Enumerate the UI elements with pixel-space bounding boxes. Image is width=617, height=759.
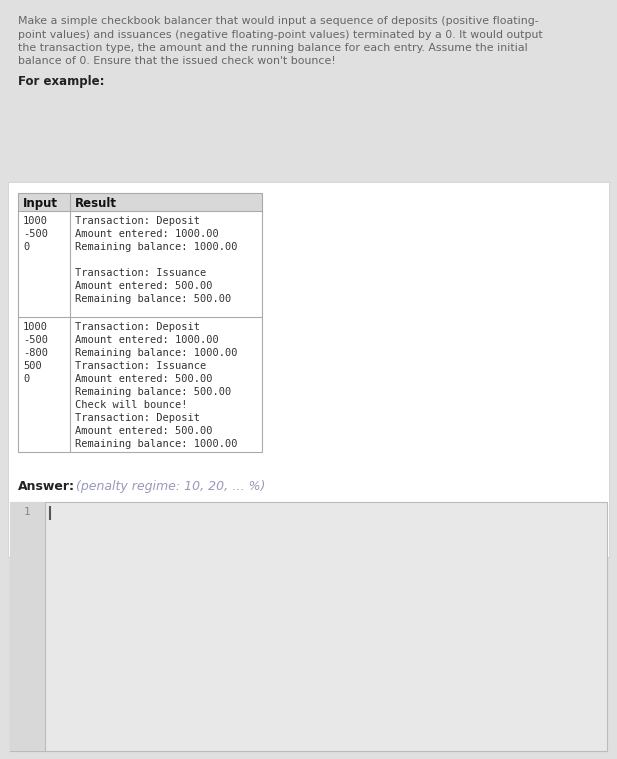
FancyBboxPatch shape (8, 182, 609, 557)
Text: Amount entered: 1000.00: Amount entered: 1000.00 (75, 335, 219, 345)
Text: -500: -500 (23, 335, 48, 345)
Text: 1000: 1000 (23, 322, 48, 332)
Text: Transaction: Deposit: Transaction: Deposit (75, 322, 200, 332)
Text: balance of 0. Ensure that the issued check won't bounce!: balance of 0. Ensure that the issued che… (18, 56, 336, 67)
Text: 500: 500 (23, 361, 42, 371)
Text: Amount entered: 500.00: Amount entered: 500.00 (75, 281, 212, 291)
Text: -800: -800 (23, 348, 48, 358)
Text: Amount entered: 500.00: Amount entered: 500.00 (75, 374, 212, 384)
Text: Amount entered: 1000.00: Amount entered: 1000.00 (75, 229, 219, 239)
Text: 0: 0 (23, 242, 29, 252)
Text: 0: 0 (23, 374, 29, 384)
FancyBboxPatch shape (10, 502, 45, 751)
Text: Transaction: Deposit: Transaction: Deposit (75, 413, 200, 423)
Text: point values) and issuances (negative floating-point values) terminated by a 0. : point values) and issuances (negative fl… (18, 30, 543, 39)
FancyBboxPatch shape (18, 193, 262, 211)
Text: Make a simple checkbook balancer that would input a sequence of deposits (positi: Make a simple checkbook balancer that wo… (18, 16, 539, 26)
Text: Transaction: Issuance: Transaction: Issuance (75, 268, 206, 278)
Text: the transaction type, the amount and the running balance for each entry. Assume : the transaction type, the amount and the… (18, 43, 528, 53)
Text: Result: Result (75, 197, 117, 210)
Text: Transaction: Deposit: Transaction: Deposit (75, 216, 200, 226)
Text: Remaining balance: 500.00: Remaining balance: 500.00 (75, 294, 231, 304)
Text: Answer:: Answer: (18, 480, 75, 493)
Text: -500: -500 (23, 229, 48, 239)
Text: Remaining balance: 1000.00: Remaining balance: 1000.00 (75, 242, 238, 252)
Text: Amount entered: 500.00: Amount entered: 500.00 (75, 426, 212, 436)
Text: Check will bounce!: Check will bounce! (75, 400, 188, 410)
Text: Remaining balance: 1000.00: Remaining balance: 1000.00 (75, 348, 238, 358)
Text: Input: Input (23, 197, 58, 210)
FancyBboxPatch shape (10, 502, 607, 751)
Text: (penalty regime: 10, 20, … %): (penalty regime: 10, 20, … %) (76, 480, 265, 493)
Text: For example:: For example: (18, 75, 104, 88)
Text: Remaining balance: 500.00: Remaining balance: 500.00 (75, 387, 231, 397)
Text: Transaction: Issuance: Transaction: Issuance (75, 361, 206, 371)
Text: Remaining balance: 1000.00: Remaining balance: 1000.00 (75, 439, 238, 449)
Text: 1000: 1000 (23, 216, 48, 226)
Text: 1: 1 (24, 507, 31, 517)
